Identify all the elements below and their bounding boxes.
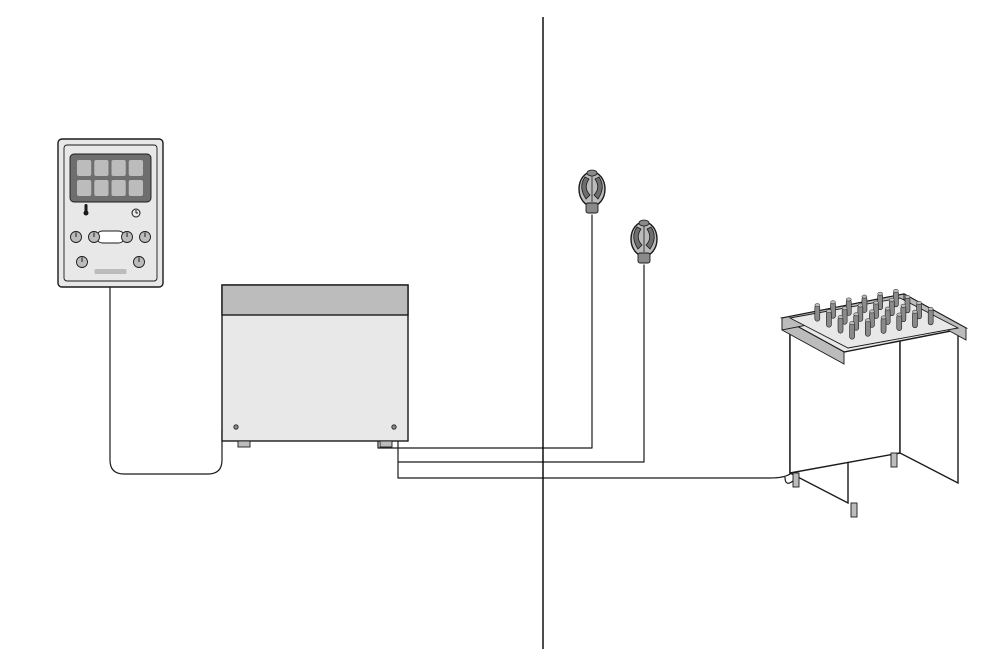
- heater-foot: [793, 473, 799, 487]
- heating-element: [865, 320, 870, 336]
- heating-element: [897, 315, 902, 331]
- display-digit: [129, 160, 143, 176]
- box-foot: [238, 441, 250, 447]
- heating-element: [881, 317, 886, 333]
- sensor-1: [579, 170, 605, 213]
- display-digit: [94, 180, 108, 196]
- display-digit: [94, 160, 108, 176]
- screw-icon: [234, 425, 238, 429]
- screw-icon: [392, 425, 396, 429]
- heating-element: [928, 309, 933, 325]
- heater-foot: [891, 453, 897, 467]
- display-digit: [112, 160, 126, 176]
- wire-ctrl-to-box: [110, 287, 222, 474]
- controller-panel: [58, 139, 163, 287]
- sensor-2: [631, 220, 657, 263]
- sauna-heater: [782, 289, 966, 517]
- power-button[interactable]: [97, 231, 125, 243]
- heating-element: [826, 311, 831, 327]
- heating-element: [850, 323, 855, 339]
- power-box: [222, 285, 408, 447]
- display-digit: [129, 180, 143, 196]
- display-digit: [112, 180, 126, 196]
- display-digit: [77, 180, 91, 196]
- box-foot: [380, 441, 392, 447]
- heating-element: [912, 312, 917, 328]
- heating-element: [838, 317, 843, 333]
- brand-label: [95, 269, 127, 274]
- display-digit: [77, 160, 91, 176]
- wire-box-to-sensor1: [378, 215, 592, 448]
- heating-element: [815, 305, 820, 321]
- wires: [110, 215, 793, 478]
- heater-foot: [851, 503, 857, 517]
- wire-box-to-heater: [398, 462, 793, 478]
- wire-box-to-sensor2: [398, 265, 644, 462]
